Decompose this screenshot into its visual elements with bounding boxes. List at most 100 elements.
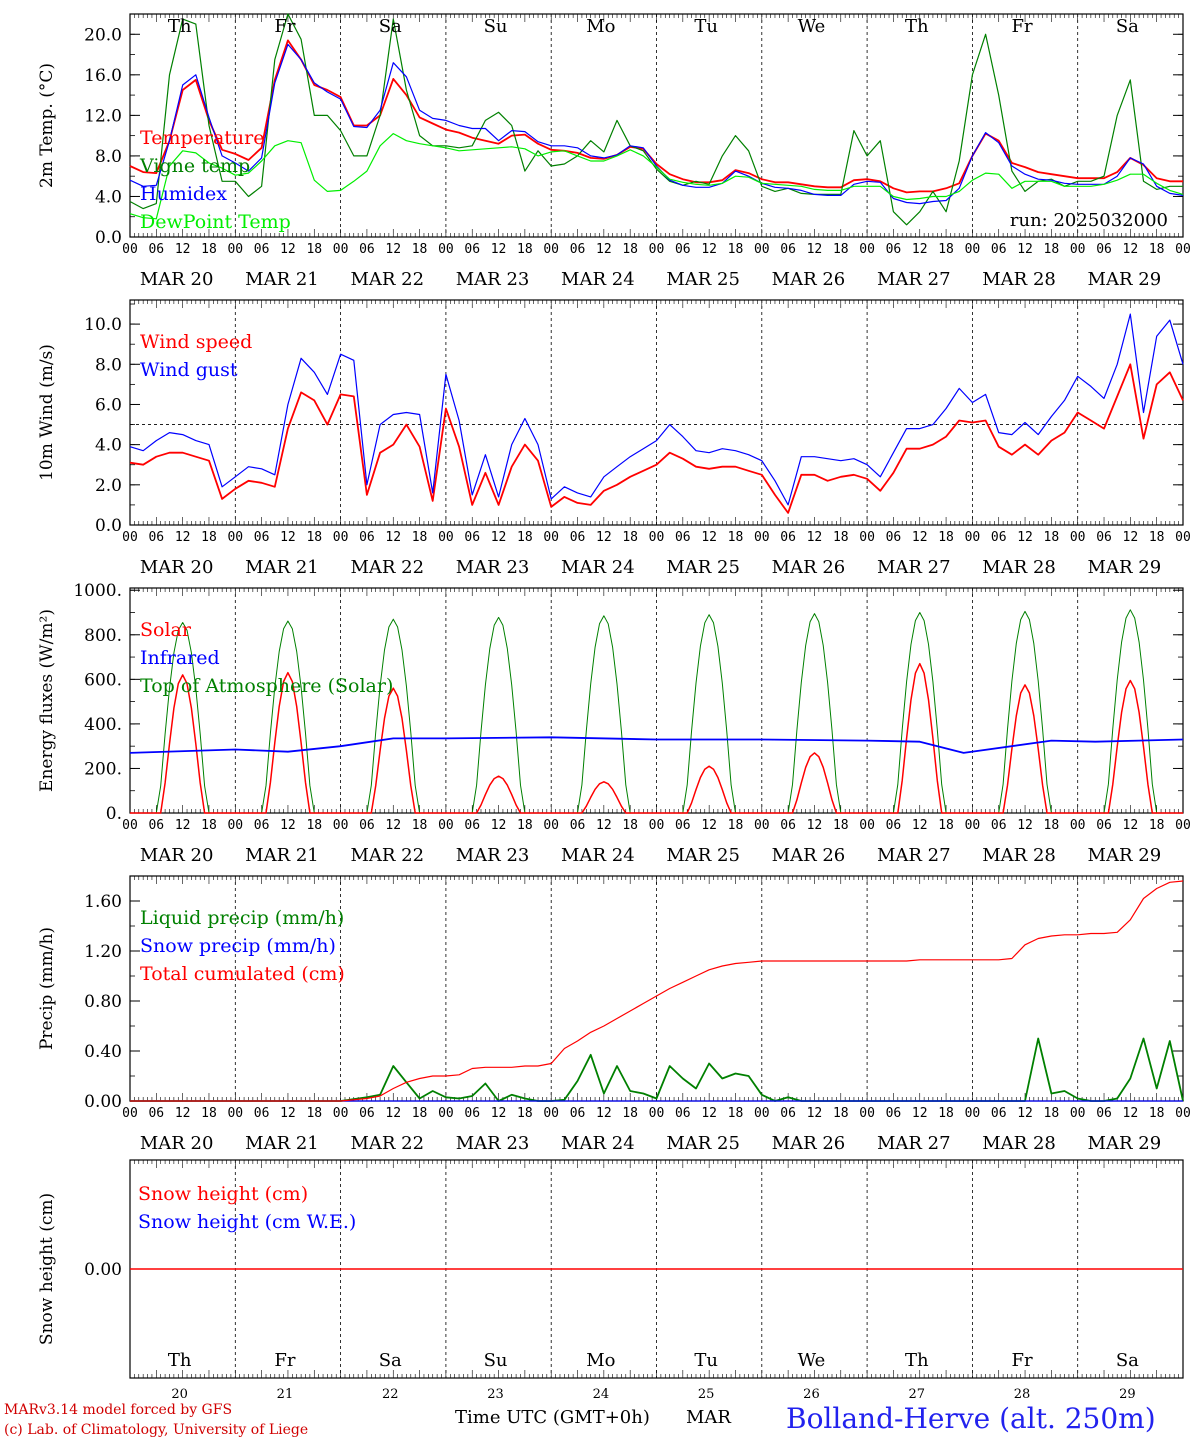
date-label: MAR 27 — [877, 845, 951, 866]
hour-label: 06 — [359, 818, 375, 833]
date-label: MAR 24 — [561, 1133, 635, 1154]
legend-entry: Wind gust — [140, 359, 238, 381]
weekday-label: Th — [905, 1350, 929, 1371]
weekday-label: Tu — [694, 16, 718, 37]
date-label: MAR 26 — [772, 845, 846, 866]
series-line-1 — [130, 1037, 1184, 1102]
hour-label: 06 — [886, 242, 902, 257]
hour-label: 00 — [333, 818, 349, 833]
hour-label: 06 — [570, 818, 586, 833]
chart-panel-2: 0.0 2.0 4.0 6.0 8.0 10.0 10m Wind (m/s) Wind sp… — [37, 299, 1191, 578]
hour-label: 12 — [491, 818, 507, 833]
hour-label: 00 — [227, 818, 243, 833]
hour-label: 06 — [1096, 242, 1112, 257]
hour-label: 06 — [675, 530, 691, 545]
hour-label: 00 — [333, 1106, 349, 1121]
hour-label: 12 — [385, 818, 401, 833]
hour-label: 00 — [859, 818, 875, 833]
hour-label: 06 — [1096, 530, 1112, 545]
hour-label: 18 — [412, 530, 428, 545]
y-tick-label: 10.0 — [84, 315, 122, 335]
legend-entry: Snow height (cm) — [138, 1183, 308, 1205]
date-label: MAR 25 — [666, 269, 740, 290]
hour-label: 12 — [912, 242, 928, 257]
y-tick-label: 12.0 — [84, 106, 122, 126]
hour-label: 00 — [754, 242, 770, 257]
hour-label: 06 — [886, 818, 902, 833]
series-line-1 — [129, 363, 1184, 514]
date-label: MAR 28 — [982, 1133, 1056, 1154]
hour-label: 06 — [886, 1106, 902, 1121]
hour-label: 00 — [227, 242, 243, 257]
legend-entry: Liquid precip (mm/h) — [140, 907, 344, 929]
day-number-label: 23 — [487, 1387, 504, 1402]
month-label: MAR — [686, 1407, 731, 1428]
hour-label: 00 — [859, 242, 875, 257]
hour-label: 12 — [280, 1106, 296, 1121]
date-label: MAR 23 — [456, 557, 530, 578]
series-line-2 — [129, 313, 1184, 506]
date-label: MAR 23 — [456, 845, 530, 866]
hour-label: 18 — [412, 818, 428, 833]
hour-label: 12 — [491, 1106, 507, 1121]
hour-label: 12 — [175, 1106, 191, 1121]
date-label: MAR 23 — [456, 269, 530, 290]
day-number-label: 20 — [171, 1387, 188, 1402]
y-tick-label: 200. — [84, 759, 122, 779]
hour-label: 06 — [570, 242, 586, 257]
series-line-3 — [129, 43, 1184, 205]
date-label: MAR 27 — [877, 1133, 951, 1154]
hour-label: 06 — [780, 818, 796, 833]
hour-label: 00 — [1175, 242, 1191, 257]
hour-label: 12 — [175, 530, 191, 545]
date-label: MAR 22 — [350, 557, 424, 578]
y-tick-label: 16.0 — [84, 66, 122, 86]
hour-label: 18 — [306, 242, 322, 257]
weekday-label: We — [798, 16, 826, 37]
legend-entry: DewPoint Temp — [140, 211, 291, 233]
date-label: MAR 21 — [245, 557, 319, 578]
hour-label: 18 — [938, 1106, 954, 1121]
date-label: MAR 29 — [1088, 269, 1162, 290]
weekday-label: Fr — [274, 1350, 295, 1371]
hour-label: 18 — [517, 530, 533, 545]
hour-label: 06 — [570, 530, 586, 545]
hour-label: 06 — [991, 242, 1007, 257]
hour-label: 06 — [464, 242, 480, 257]
hour-label: 00 — [649, 242, 665, 257]
hour-label: 00 — [754, 530, 770, 545]
hour-label: 18 — [201, 818, 217, 833]
y-tick-label: 0.00 — [84, 1260, 122, 1280]
hour-label: 12 — [701, 242, 717, 257]
weekday-label: Sa — [1116, 1350, 1139, 1371]
hour-label: 06 — [254, 818, 270, 833]
date-label: MAR 28 — [982, 845, 1056, 866]
hour-label: 18 — [1149, 242, 1165, 257]
hour-label: 18 — [622, 242, 638, 257]
hour-label: 06 — [991, 1106, 1007, 1121]
date-label: MAR 24 — [561, 845, 635, 866]
hour-label: 12 — [807, 818, 823, 833]
date-label: MAR 21 — [245, 269, 319, 290]
weekday-label: Th — [905, 16, 929, 37]
hour-label: 00 — [965, 1106, 981, 1121]
date-label: MAR 29 — [1088, 845, 1162, 866]
hour-label: 18 — [728, 1106, 744, 1121]
hour-label: 06 — [359, 1106, 375, 1121]
legend-entry: Snow height (cm W.E.) — [138, 1211, 356, 1233]
series-line-4 — [129, 133, 1184, 220]
hour-label: 12 — [701, 818, 717, 833]
date-label: MAR 28 — [982, 557, 1056, 578]
hour-label: 18 — [728, 530, 744, 545]
hour-label: 06 — [148, 1106, 164, 1121]
weekday-label: Sa — [379, 1350, 402, 1371]
hour-label: 18 — [938, 530, 954, 545]
hour-label: 12 — [175, 818, 191, 833]
hour-label: 00 — [438, 242, 454, 257]
hour-label: 12 — [385, 530, 401, 545]
y-tick-label: 0.0 — [95, 516, 122, 536]
hour-label: 06 — [148, 818, 164, 833]
day-number-label: 22 — [382, 1387, 399, 1402]
hour-label: 00 — [227, 1106, 243, 1121]
hour-label: 00 — [438, 530, 454, 545]
